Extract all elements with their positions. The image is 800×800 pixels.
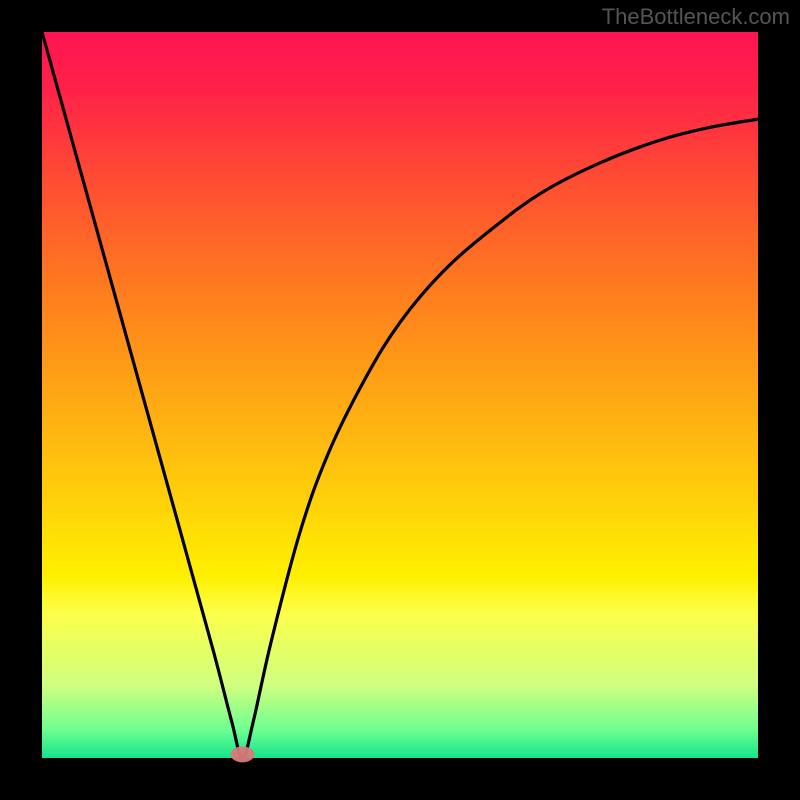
watermark-text: TheBottleneck.com: [602, 4, 790, 30]
optimum-marker: [230, 746, 254, 762]
chart-svg: [0, 0, 800, 800]
plot-background: [42, 32, 758, 758]
bottleneck-chart: TheBottleneck.com: [0, 0, 800, 800]
